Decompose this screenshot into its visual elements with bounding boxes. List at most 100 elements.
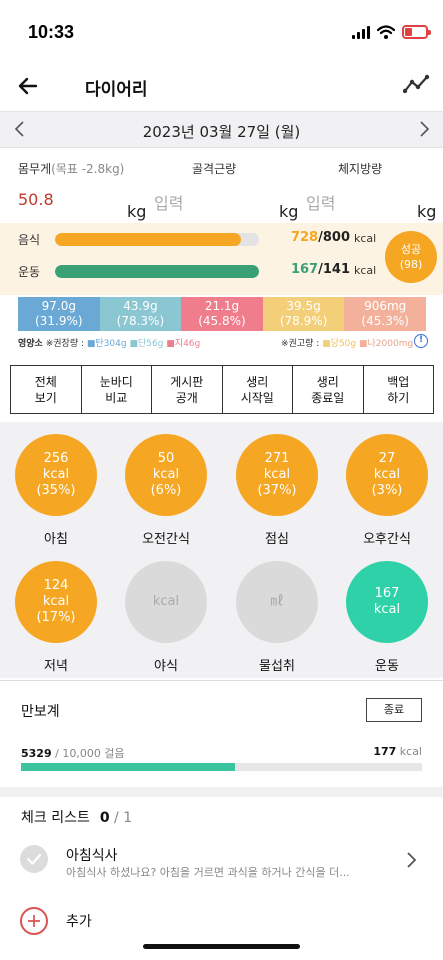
step-progress-track bbox=[21, 763, 422, 771]
menu-view-all[interactable]: 전체 보기 bbox=[11, 366, 82, 413]
pedometer-title: 만보계 bbox=[21, 704, 60, 720]
food-progress-fill bbox=[55, 233, 241, 246]
recommended-note: ※권장량 : bbox=[45, 339, 84, 349]
nutrient-carb: 97.0g (31.9%) bbox=[18, 297, 100, 331]
meal-afternoon-snack-circle: 27 kcal (3%) bbox=[346, 434, 428, 516]
pedometer-section: 만보계 종료 5329 / 10,000 걸음 177 kcal bbox=[0, 680, 443, 785]
info-icon[interactable]: ! bbox=[414, 334, 428, 348]
current-date[interactable]: 2023년 03월 27일 (월) bbox=[142, 123, 301, 141]
menu-period-end[interactable]: 생리 종료일 bbox=[293, 366, 364, 413]
nutrient-fat: 21.1g (45.8%) bbox=[181, 297, 263, 331]
fat-field[interactable]: 입력 bbox=[306, 194, 336, 213]
food-label: 음식 bbox=[18, 233, 41, 247]
calorie-summary: 음식 728/800 kcal 운동 167/141 kcal 성공 (98) bbox=[0, 223, 443, 295]
food-target-kcal: /800 bbox=[318, 230, 350, 245]
status-time: 10:33 bbox=[28, 22, 75, 42]
meal-dinner-circle: 124 kcal (17%) bbox=[15, 561, 97, 643]
meal-dinner[interactable]: 124 kcal (17%) 저녁 bbox=[6, 561, 106, 674]
water-intake-label: 물섭취 bbox=[259, 659, 295, 674]
success-badge-label: 성공 bbox=[400, 243, 422, 256]
advised-note: ※권고량 : bbox=[281, 339, 320, 349]
meal-dinner-label: 저녁 bbox=[44, 659, 68, 674]
wifi-icon bbox=[377, 25, 395, 39]
exercise-entry-label: 운동 bbox=[375, 659, 399, 674]
muscle-metric: 골격근량 bbox=[192, 160, 236, 177]
step-progress-fill bbox=[21, 763, 235, 771]
status-bar: 10:33 bbox=[0, 0, 443, 64]
weight-label: 몸무게 bbox=[18, 162, 52, 176]
exercise-label: 운동 bbox=[18, 265, 41, 279]
checklist-total-count: / 1 bbox=[109, 810, 133, 826]
checklist-item-title: 아침식사 bbox=[66, 848, 118, 864]
meal-morning-snack[interactable]: 50 kcal (6%) 오전간식 bbox=[116, 434, 216, 547]
nav-bar: 다이어리 bbox=[0, 64, 443, 110]
menu-eyebody-compare[interactable]: 눈바디 비교 bbox=[82, 366, 152, 413]
nutrient-legend-label: 영양소 bbox=[18, 339, 43, 349]
checklist-section: 체크 리스트 0 / 1 아침식사 아침식사 하셨나요? 아침을 거르면 과식을 … bbox=[0, 797, 443, 960]
arrow-left-icon[interactable] bbox=[16, 74, 40, 98]
menu-backup[interactable]: 백업 하기 bbox=[387, 375, 410, 405]
chevron-right-icon bbox=[407, 852, 417, 868]
meal-lunch-circle: 271 kcal (37%) bbox=[236, 434, 318, 516]
checklist-add-label[interactable]: 추가 bbox=[66, 914, 92, 930]
meal-afternoon-snack[interactable]: 27 kcal (3%) 오후간식 bbox=[337, 434, 437, 547]
nutrient-bar[interactable]: 97.0g (31.9%) 43.9g (78.3%) 21.1g (45.8%) 3… bbox=[18, 297, 426, 331]
step-count: 5329 bbox=[21, 747, 52, 760]
success-badge[interactable]: 성공 (98) bbox=[385, 231, 437, 283]
sugar-advised: 당50g bbox=[330, 339, 357, 349]
exercise-entry-circle: 167 kcal bbox=[346, 561, 428, 643]
water-intake[interactable]: ㎖ 물섭취 bbox=[227, 561, 327, 674]
add-circle-icon[interactable] bbox=[20, 907, 48, 935]
weight-metric: 몸무게(목표 -2.8kg) bbox=[18, 160, 124, 177]
meal-late-snack[interactable]: kcal 야식 bbox=[116, 561, 216, 674]
muscle-label: 골격근량 bbox=[192, 162, 237, 176]
weight-field[interactable]: 50.8 bbox=[18, 190, 54, 209]
pedometer-end-button[interactable]: 종료 bbox=[366, 698, 422, 722]
exercise-calorie-row[interactable]: 운동 167/141 kcal bbox=[0, 260, 443, 284]
menu-board-publish[interactable]: 게시판 공개 bbox=[152, 366, 223, 413]
success-badge-score: (98) bbox=[399, 258, 423, 271]
step-goal: / 10,000 걸음 bbox=[51, 747, 125, 760]
chevron-right-icon[interactable] bbox=[414, 119, 434, 139]
pedometer-kcal-unit: kcal bbox=[396, 745, 422, 758]
nutrient-legend: 영양소 ※권장량 : ■탄304g ■단56g ■지46g ※권고량 : ■당5… bbox=[18, 334, 428, 350]
fat-unit: kg bbox=[417, 202, 437, 221]
checklist-item[interactable]: 아침식사 아침식사 하셨나요? 아침을 거르면 과식을 하거나 간식을 더... bbox=[0, 837, 443, 887]
nutrient-sodium: 906mg (45.3%) bbox=[344, 297, 426, 331]
exercise-entry[interactable]: 167 kcal 운동 bbox=[337, 561, 437, 674]
fat-recommended: 지46g bbox=[174, 339, 201, 349]
exercise-kcal-unit: kcal bbox=[354, 264, 377, 277]
food-current-kcal: 728 bbox=[290, 230, 319, 245]
check-circle-icon[interactable] bbox=[20, 845, 48, 873]
checklist-title: 체크 리스트 bbox=[21, 810, 90, 826]
exercise-progress-track bbox=[55, 265, 259, 278]
cellular-signal-icon bbox=[352, 26, 372, 39]
meal-afternoon-snack-label: 오후간식 bbox=[363, 532, 411, 547]
muscle-field[interactable]: 입력 bbox=[154, 194, 184, 213]
meal-morning-snack-circle: 50 kcal (6%) bbox=[125, 434, 207, 516]
body-metrics: 몸무게(목표 -2.8kg) 50.8 kg 골격근량 입력 kg 체지방량 입… bbox=[0, 150, 443, 222]
trend-line-icon[interactable] bbox=[403, 73, 431, 97]
meal-breakfast[interactable]: 256 kcal (35%) 아침 bbox=[6, 434, 106, 547]
sodium-advised: 나2000mg bbox=[367, 339, 414, 349]
muscle-unit: kg bbox=[279, 202, 299, 221]
chevron-left-icon[interactable] bbox=[10, 119, 30, 139]
meal-breakfast-circle: 256 kcal (35%) bbox=[15, 434, 97, 516]
carb-recommended: 탄304g bbox=[95, 339, 127, 349]
meal-late-snack-label: 야식 bbox=[154, 659, 178, 674]
food-progress-track bbox=[55, 233, 259, 246]
page-title: 다이어리 bbox=[85, 80, 148, 100]
date-navigator: 2023년 03월 27일 (월) bbox=[0, 111, 443, 148]
exercise-current-kcal: 167 bbox=[290, 262, 319, 277]
pedometer-kcal: 177 bbox=[373, 745, 397, 758]
menu-period-start[interactable]: 생리 시작일 bbox=[223, 366, 293, 413]
meal-late-snack-circle: kcal bbox=[125, 561, 207, 643]
meal-grid: 256 kcal (35%) 아침 50 kcal (6%) 오전간식 271 kcal(… bbox=[0, 422, 443, 678]
checklist-item-description: 아침식사 하셨나요? 아침을 거르면 과식을 하거나 간식을 더... bbox=[66, 866, 350, 879]
battery-icon bbox=[402, 25, 431, 39]
checklist-done-count: 0 bbox=[99, 810, 110, 826]
action-menu: 전체 보기 눈바디 비교 게시판 공개 생리 시작일 생리 종료일 백업 하기 bbox=[10, 365, 434, 414]
meal-lunch[interactable]: 271 kcal (37%) 점심 bbox=[227, 434, 327, 547]
meal-lunch-label: 점심 bbox=[265, 532, 289, 547]
food-calorie-row[interactable]: 음식 728/800 kcal bbox=[0, 228, 443, 252]
